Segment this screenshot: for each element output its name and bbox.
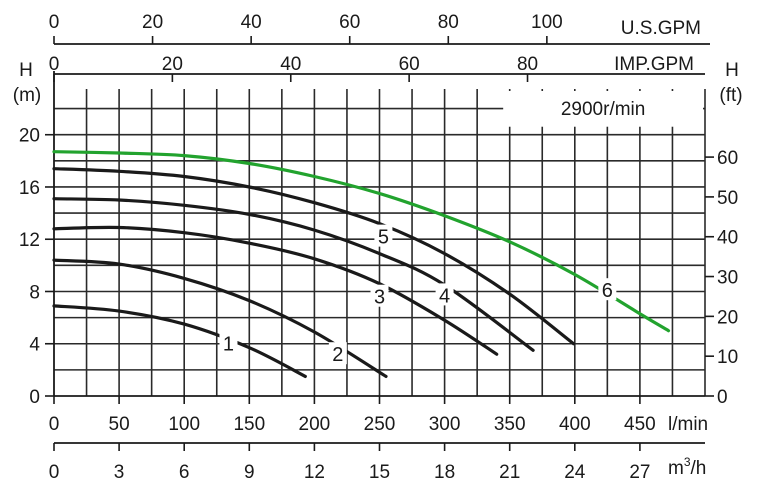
x-tick-label: 0 — [49, 414, 60, 435]
x-usgpm-tick-label: 100 — [531, 12, 563, 33]
y-right-tick-label: 0 — [717, 387, 728, 408]
curve-label-bg — [328, 342, 347, 365]
speed-label: 2900r/min — [561, 99, 646, 120]
x-m3h-tick-label: 6 — [179, 462, 190, 483]
x-impgpm-tick-label: 0 — [49, 54, 60, 75]
y-left-tick-label: 4 — [29, 335, 40, 356]
x-m3h-tick-label: 0 — [49, 462, 60, 483]
y-right-tick-label: 50 — [717, 188, 738, 209]
y-left-tick-label: 0 — [29, 387, 40, 408]
curve-label-bg — [370, 284, 389, 307]
x-usgpm-unit: U.S.GPM — [621, 18, 701, 39]
x-impgpm-unit: IMP.GPM — [614, 54, 694, 75]
x-usgpm-tick-label: 60 — [339, 12, 360, 33]
speed-box — [503, 91, 703, 127]
curve-label-1: 1 — [223, 334, 234, 356]
labels: 2900r/min 1 2 3 4 5 6 — [219, 91, 703, 366]
y-right-tick-label: 20 — [717, 307, 738, 328]
x-impgpm-tick-label: 40 — [280, 54, 301, 75]
curve-6 — [52, 150, 671, 333]
y-left-tick-label: 20 — [19, 126, 40, 147]
y-right-axis-label: H — [725, 60, 739, 81]
x-m3h-tick-label: 12 — [304, 462, 325, 483]
x-m3h-tick-label: 21 — [499, 462, 520, 483]
curve-2 — [52, 258, 388, 378]
x-tick-label: 300 — [429, 414, 461, 435]
x-usgpm-tick-label: 40 — [241, 12, 262, 33]
x-tick-label: 200 — [299, 414, 331, 435]
y-left-axis-label: H — [19, 60, 33, 81]
x-m3h-unit: m3/h — [668, 455, 706, 479]
x-impgpm-tick-label: 60 — [399, 54, 420, 75]
curve-label-6: 6 — [602, 280, 613, 302]
curve-label-4: 4 — [439, 285, 450, 307]
y-right-tick-label: 40 — [717, 228, 738, 249]
x-tick-label: 400 — [559, 414, 591, 435]
x-tick-label: 100 — [168, 414, 200, 435]
y-left-tick-label: 8 — [29, 282, 40, 303]
y-left-unit: (m) — [13, 85, 41, 106]
x-tick-label: 350 — [494, 414, 526, 435]
x-axis-unit: l/min — [668, 414, 708, 435]
curves — [52, 150, 671, 378]
x-impgpm-tick-label: 80 — [517, 54, 538, 75]
curve-label-bg — [219, 331, 238, 354]
y-left-tick-label: 16 — [19, 178, 40, 199]
x-m3h-tick-label: 27 — [629, 462, 650, 483]
x-m3h-tick-label: 15 — [369, 462, 390, 483]
y-right-tick-label: 30 — [717, 268, 738, 289]
x-tick-label: 250 — [364, 414, 396, 435]
y-right-tick-label: 10 — [717, 347, 738, 368]
x-impgpm-tick-label: 20 — [162, 54, 183, 75]
x-tick-label: 450 — [624, 414, 656, 435]
x-m3h-tick-label: 9 — [244, 462, 255, 483]
y-left-tick-label: 12 — [19, 230, 40, 251]
y-right-unit: (ft) — [719, 85, 742, 106]
x-m3h-tick-label: 18 — [434, 462, 455, 483]
x-m3h-tick-label: 3 — [114, 462, 125, 483]
x-usgpm-tick-label: 0 — [49, 12, 60, 33]
x-tick-label: 50 — [109, 414, 130, 435]
x-tick-label: 150 — [233, 414, 265, 435]
x-usgpm-tick-label: 80 — [438, 12, 459, 33]
curve-1 — [52, 304, 307, 378]
x-usgpm-tick-label: 20 — [142, 12, 163, 33]
x-m3h-tick-label: 24 — [564, 462, 586, 483]
curve-label-5: 5 — [378, 227, 389, 249]
curve-label-bg — [374, 224, 393, 247]
y-right-tick-label: 60 — [717, 148, 738, 169]
curve-3 — [52, 225, 499, 356]
curve-label-3: 3 — [374, 287, 385, 309]
curve-label-bg — [598, 278, 617, 301]
curve-label-bg — [435, 283, 454, 306]
curve-5 — [52, 167, 576, 346]
curve-label-2: 2 — [332, 344, 343, 366]
